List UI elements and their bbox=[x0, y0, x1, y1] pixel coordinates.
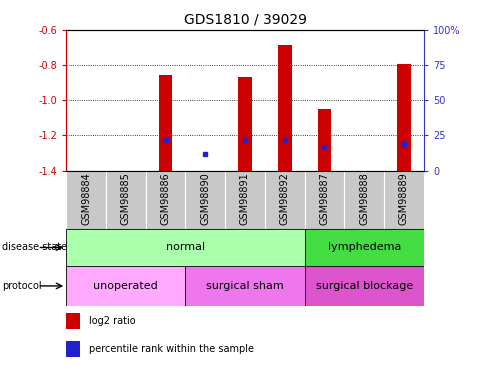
Bar bbox=[66, 266, 185, 306]
Bar bbox=[159, 75, 172, 171]
Bar bbox=[278, 45, 292, 171]
Bar bbox=[66, 229, 305, 266]
Text: disease state: disease state bbox=[2, 243, 68, 252]
Text: GSM98885: GSM98885 bbox=[121, 172, 131, 225]
Text: lymphedema: lymphedema bbox=[327, 243, 401, 252]
Text: normal: normal bbox=[166, 243, 205, 252]
Text: unoperated: unoperated bbox=[94, 281, 158, 291]
Bar bbox=[146, 171, 185, 229]
Bar bbox=[344, 171, 384, 229]
Bar bbox=[397, 64, 411, 171]
Bar bbox=[384, 171, 424, 229]
Bar bbox=[265, 171, 305, 229]
Text: protocol: protocol bbox=[2, 281, 42, 291]
Bar bbox=[305, 171, 344, 229]
Bar bbox=[66, 340, 80, 357]
Text: GSM98887: GSM98887 bbox=[319, 172, 329, 225]
Text: GSM98884: GSM98884 bbox=[81, 172, 91, 225]
Text: GSM98890: GSM98890 bbox=[200, 172, 210, 225]
Bar bbox=[305, 266, 424, 306]
Text: GSM98889: GSM98889 bbox=[399, 172, 409, 225]
Text: GSM98891: GSM98891 bbox=[240, 172, 250, 225]
Bar bbox=[305, 229, 424, 266]
Bar bbox=[198, 171, 212, 172]
Bar bbox=[225, 171, 265, 229]
Bar bbox=[318, 109, 331, 171]
Text: log2 ratio: log2 ratio bbox=[89, 316, 136, 326]
Text: GSM98892: GSM98892 bbox=[280, 172, 290, 225]
Bar bbox=[66, 171, 106, 229]
Text: percentile rank within the sample: percentile rank within the sample bbox=[89, 344, 254, 354]
Text: surgical sham: surgical sham bbox=[206, 281, 284, 291]
Bar bbox=[185, 266, 305, 306]
Text: GSM98886: GSM98886 bbox=[161, 172, 171, 225]
Bar bbox=[185, 171, 225, 229]
Bar bbox=[238, 76, 252, 171]
Title: GDS1810 / 39029: GDS1810 / 39029 bbox=[183, 12, 307, 26]
Bar bbox=[106, 171, 146, 229]
Bar bbox=[66, 313, 80, 329]
Text: GSM98888: GSM98888 bbox=[359, 172, 369, 225]
Text: surgical blockage: surgical blockage bbox=[316, 281, 413, 291]
